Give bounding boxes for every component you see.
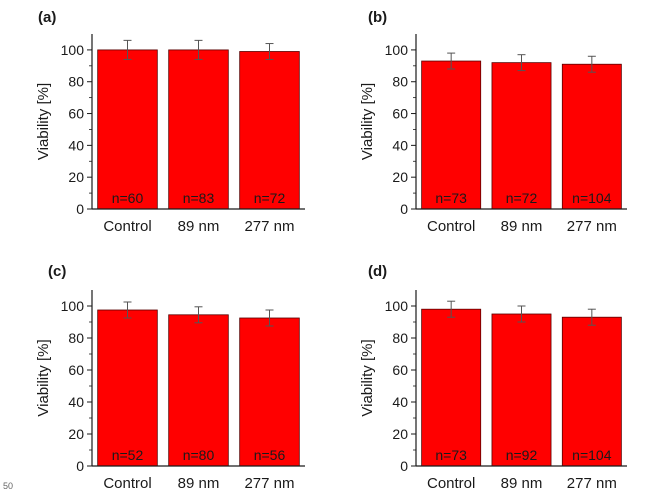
bar [421,60,482,210]
x-tick-label: Control [103,218,151,235]
panel-label: (b) [368,9,387,26]
y-tick-label: 20 [392,426,408,442]
sample-size-label: n=72 [506,190,538,206]
y-tick-label: 40 [392,137,408,153]
y-tick-label: 40 [68,394,84,410]
y-tick-label: 0 [400,458,408,474]
sample-size-label: n=73 [435,447,467,463]
chart-panel: (b) n=73 Control n=72 89 nm n=104 277 nm 0 20 40 6… [359,9,627,235]
x-tick-label: Control [103,475,151,491]
y-tick-label: 60 [392,362,408,378]
x-tick-label: 277 nm [244,475,294,491]
x-tick-label: Control [427,475,475,491]
y-axis-label: Viability [%] [359,83,376,160]
bar [239,51,300,210]
x-tick-label: 277 nm [567,475,617,491]
y-tick-label: 100 [385,42,409,58]
y-tick-label: 80 [68,74,84,90]
chart-panel: (c) n=52 Control n=80 89 nm n=56 277 nm 0 20 40 60… [35,263,305,491]
sample-size-label: n=92 [506,447,538,463]
bar [421,308,482,467]
y-tick-label: 80 [392,330,408,346]
y-tick-label: 60 [68,106,84,122]
y-axis-label: Viability [%] [35,83,52,160]
x-tick-label: 89 nm [178,475,220,491]
y-tick-label: 20 [68,169,84,185]
y-tick-label: 100 [61,42,85,58]
x-tick-label: 277 nm [244,218,294,235]
x-tick-label: Control [427,218,475,235]
bar [97,309,158,467]
sample-size-label: n=104 [572,190,612,206]
sample-size-label: n=73 [435,190,467,206]
y-tick-label: 0 [76,201,84,217]
y-tick-label: 40 [392,394,408,410]
y-tick-label: 60 [392,106,408,122]
x-tick-label: 89 nm [178,218,220,235]
sample-size-label: n=52 [112,447,144,463]
bar [168,314,229,467]
x-tick-label: 89 nm [501,475,543,491]
panel-label: (c) [48,263,66,280]
y-tick-label: 100 [385,298,409,314]
bar [168,49,229,210]
bar [491,313,552,467]
x-tick-label: 89 nm [501,218,543,235]
chart-panel: (a) n=60 Control n=83 89 nm n=72 277 nm 0 20 40 60… [35,9,305,235]
panel-label: (d) [368,263,387,280]
y-axis-label: Viability [%] [35,339,52,416]
y-tick-label: 60 [68,362,84,378]
sample-size-label: n=83 [183,190,215,206]
sample-size-label: n=80 [183,447,215,463]
y-tick-label: 20 [68,426,84,442]
y-tick-label: 0 [76,458,84,474]
y-tick-label: 40 [68,137,84,153]
y-tick-label: 0 [400,201,408,217]
sample-size-label: n=72 [254,190,286,206]
y-axis-label: Viability [%] [359,339,376,416]
y-tick-label: 80 [68,330,84,346]
sample-size-label: n=56 [254,447,286,463]
bar [97,49,158,210]
bar [239,317,300,467]
figure-note: 50 [3,481,13,491]
sample-size-label: n=104 [572,447,612,463]
bar [561,316,622,467]
y-tick-label: 100 [61,298,85,314]
sample-size-label: n=60 [112,190,144,206]
y-tick-label: 80 [392,74,408,90]
bar [491,62,552,210]
chart-panel: (d) n=73 Control n=92 89 nm n=104 277 nm 0 20 40 6… [359,263,627,491]
panel-label: (a) [38,9,56,26]
y-tick-label: 20 [392,169,408,185]
bar [561,63,622,210]
x-tick-label: 277 nm [567,218,617,235]
